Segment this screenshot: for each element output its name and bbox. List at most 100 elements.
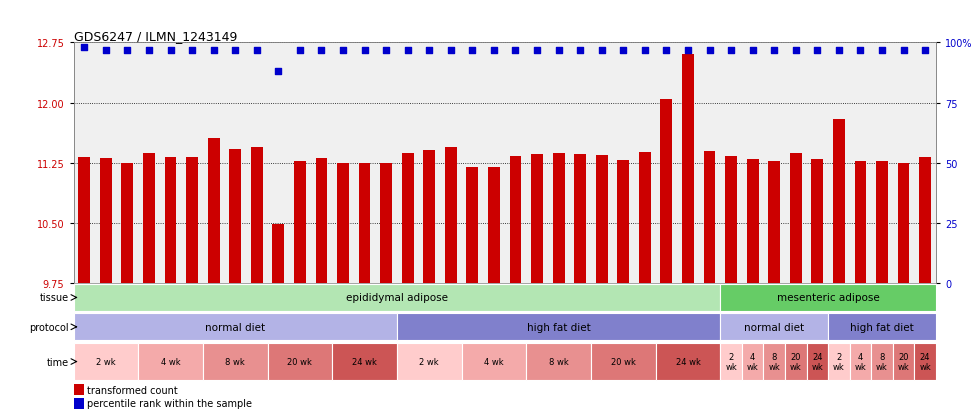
- Bar: [74, 313, 397, 340]
- Bar: [898, 163, 909, 283]
- Point: [745, 47, 760, 54]
- Bar: [186, 158, 198, 283]
- Point: [249, 47, 265, 54]
- Point: [896, 47, 911, 54]
- Bar: [893, 343, 914, 380]
- Bar: [272, 225, 284, 283]
- Bar: [138, 343, 203, 380]
- Text: 4 wk: 4 wk: [161, 357, 180, 366]
- Text: 24 wk: 24 wk: [352, 357, 377, 366]
- Bar: [208, 138, 220, 283]
- Point: [443, 47, 459, 54]
- Bar: [639, 153, 651, 283]
- Bar: [423, 150, 435, 283]
- Point: [400, 47, 416, 54]
- Point: [206, 47, 221, 54]
- Bar: [828, 343, 850, 380]
- Point: [486, 47, 502, 54]
- Text: 24
wk: 24 wk: [919, 352, 931, 371]
- Point: [98, 47, 114, 54]
- Text: high fat diet: high fat diet: [526, 322, 591, 332]
- Text: 20 wk: 20 wk: [611, 357, 636, 366]
- Point: [917, 47, 933, 54]
- Point: [120, 47, 135, 54]
- Bar: [510, 157, 521, 283]
- Text: normal diet: normal diet: [205, 322, 266, 332]
- Bar: [574, 154, 586, 283]
- Point: [378, 47, 394, 54]
- Bar: [742, 343, 763, 380]
- Bar: [122, 163, 133, 283]
- Point: [637, 47, 653, 54]
- Text: 20
wk: 20 wk: [898, 352, 909, 371]
- Bar: [747, 160, 759, 283]
- Bar: [876, 161, 888, 283]
- Point: [766, 47, 782, 54]
- Point: [335, 47, 351, 54]
- Bar: [462, 343, 526, 380]
- Point: [594, 47, 610, 54]
- Point: [874, 47, 890, 54]
- Point: [76, 45, 92, 52]
- Point: [465, 47, 480, 54]
- Bar: [785, 343, 807, 380]
- Bar: [596, 155, 608, 283]
- Bar: [531, 154, 543, 283]
- Text: 4
wk: 4 wk: [747, 352, 759, 371]
- Bar: [165, 158, 176, 283]
- Text: 2 wk: 2 wk: [419, 357, 439, 366]
- Bar: [828, 313, 936, 340]
- Text: epididymal adipose: epididymal adipose: [346, 293, 448, 303]
- Bar: [74, 398, 84, 408]
- Bar: [526, 343, 591, 380]
- Point: [141, 47, 157, 54]
- Bar: [488, 167, 500, 283]
- Bar: [74, 284, 720, 311]
- Bar: [591, 343, 656, 380]
- Point: [659, 47, 674, 54]
- Bar: [229, 150, 241, 283]
- Bar: [251, 148, 263, 283]
- Bar: [811, 159, 823, 283]
- Bar: [656, 343, 720, 380]
- Bar: [316, 159, 327, 283]
- Point: [853, 47, 868, 54]
- Text: 8 wk: 8 wk: [549, 357, 568, 366]
- Bar: [78, 158, 90, 283]
- Point: [314, 47, 329, 54]
- Bar: [553, 154, 564, 283]
- Bar: [704, 151, 715, 283]
- Bar: [402, 154, 414, 283]
- Point: [551, 47, 566, 54]
- Bar: [850, 343, 871, 380]
- Text: protocol: protocol: [29, 322, 70, 332]
- Point: [421, 47, 437, 54]
- Text: 24
wk: 24 wk: [811, 352, 823, 371]
- Point: [184, 47, 200, 54]
- Bar: [682, 55, 694, 283]
- Bar: [100, 159, 112, 283]
- Bar: [74, 385, 84, 395]
- Point: [831, 47, 847, 54]
- Bar: [725, 157, 737, 283]
- Bar: [143, 154, 155, 283]
- Bar: [833, 119, 845, 283]
- Bar: [720, 284, 936, 311]
- Bar: [380, 163, 392, 283]
- Bar: [466, 168, 478, 283]
- Bar: [855, 161, 866, 283]
- Bar: [294, 161, 306, 283]
- Text: high fat diet: high fat diet: [850, 322, 914, 332]
- Text: 20
wk: 20 wk: [790, 352, 802, 371]
- Text: GDS6247 / ILMN_1243149: GDS6247 / ILMN_1243149: [74, 31, 237, 43]
- Bar: [445, 148, 457, 283]
- Text: 2 wk: 2 wk: [96, 357, 116, 366]
- Point: [809, 47, 825, 54]
- Text: transformed count: transformed count: [87, 385, 178, 395]
- Text: 8
wk: 8 wk: [768, 352, 780, 371]
- Bar: [359, 163, 370, 283]
- Text: 2
wk: 2 wk: [833, 352, 845, 371]
- Text: 2
wk: 2 wk: [725, 352, 737, 371]
- Point: [292, 47, 308, 54]
- Bar: [720, 313, 828, 340]
